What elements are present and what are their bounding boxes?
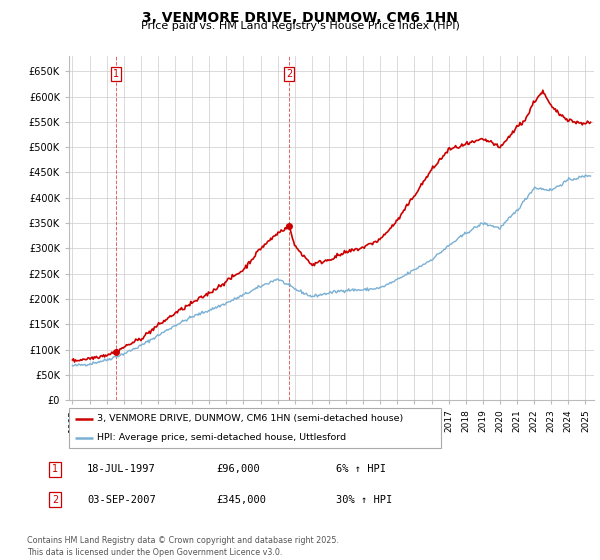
Text: 18-JUL-1997: 18-JUL-1997: [87, 464, 156, 474]
Text: 3, VENMORE DRIVE, DUNMOW, CM6 1HN: 3, VENMORE DRIVE, DUNMOW, CM6 1HN: [142, 11, 458, 25]
Text: 2: 2: [52, 494, 58, 505]
Text: 3, VENMORE DRIVE, DUNMOW, CM6 1HN (semi-detached house): 3, VENMORE DRIVE, DUNMOW, CM6 1HN (semi-…: [97, 414, 403, 423]
Text: Contains HM Land Registry data © Crown copyright and database right 2025.
This d: Contains HM Land Registry data © Crown c…: [27, 536, 339, 557]
Text: 30% ↑ HPI: 30% ↑ HPI: [336, 494, 392, 505]
Text: 2: 2: [286, 69, 292, 79]
Text: 1: 1: [52, 464, 58, 474]
Text: 6% ↑ HPI: 6% ↑ HPI: [336, 464, 386, 474]
Text: £345,000: £345,000: [216, 494, 266, 505]
Text: Price paid vs. HM Land Registry's House Price Index (HPI): Price paid vs. HM Land Registry's House …: [140, 21, 460, 31]
Text: 03-SEP-2007: 03-SEP-2007: [87, 494, 156, 505]
Text: HPI: Average price, semi-detached house, Uttlesford: HPI: Average price, semi-detached house,…: [97, 433, 346, 442]
Text: £96,000: £96,000: [216, 464, 260, 474]
Text: 1: 1: [113, 69, 119, 79]
FancyBboxPatch shape: [69, 408, 441, 448]
